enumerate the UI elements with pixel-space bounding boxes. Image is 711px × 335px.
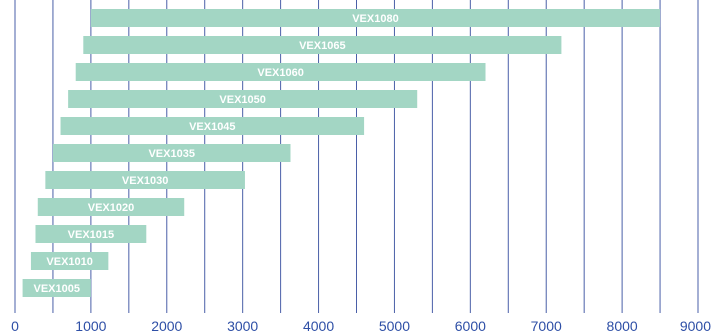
bar-rect — [45, 171, 245, 189]
bar-vex1005: VEX1005 — [22, 279, 91, 297]
x-tick-label: 6000 — [455, 318, 486, 334]
bar-rect — [37, 198, 185, 216]
bar-label: VEX1050 — [219, 94, 265, 106]
bar-label: VEX1030 — [122, 175, 168, 187]
bars: VEX1080 VEX1065 VEX1060 VEX1050 VEX1045 VEX10… — [22, 9, 661, 297]
bar-label: VEX1045 — [189, 121, 235, 133]
x-tick-label: 5000 — [379, 318, 410, 334]
bar-vex1060: VEX1060 — [75, 63, 486, 81]
bar-label: VEX1005 — [33, 283, 79, 295]
x-tick-label: 9000 — [680, 318, 711, 334]
bar-vex1035: VEX1035 — [52, 144, 291, 162]
bar-rect — [83, 36, 562, 54]
x-tick-label: 0 — [11, 318, 19, 334]
bar-label: VEX1080 — [352, 13, 398, 25]
bar-vex1065: VEX1065 — [83, 36, 562, 54]
bar-label: VEX1060 — [257, 67, 303, 79]
x-tick-label: 2000 — [151, 318, 182, 334]
bar-rect — [30, 252, 109, 270]
x-tick-label: 3000 — [227, 318, 258, 334]
bar-vex1030: VEX1030 — [45, 171, 245, 189]
bar-vex1080: VEX1080 — [90, 9, 661, 27]
bar-rect — [35, 225, 147, 243]
bar-rect — [22, 279, 91, 297]
bar-label: VEX1010 — [46, 256, 92, 268]
bar-label: VEX1020 — [88, 202, 134, 214]
bar-vex1010: VEX1010 — [30, 252, 109, 270]
x-tick-label: 7000 — [531, 318, 562, 334]
x-tick-label: 1000 — [75, 318, 106, 334]
bar-rect — [90, 9, 661, 27]
bar-rect — [52, 144, 291, 162]
x-tick-label: 8000 — [607, 318, 638, 334]
bar-vex1045: VEX1045 — [60, 117, 365, 135]
x-tick-label: 4000 — [303, 318, 334, 334]
x-axis-tick-labels: 0 1000 2000 3000 4000 5000 6000 7000 8000 9000 — [11, 318, 711, 334]
bar-vex1015: VEX1015 — [35, 225, 147, 243]
bar-label: VEX1015 — [68, 229, 114, 241]
bar-vex1020: VEX1020 — [37, 198, 185, 216]
bar-rect — [60, 117, 365, 135]
bar-label: VEX1035 — [148, 148, 194, 160]
bar-vex1050: VEX1050 — [68, 90, 418, 108]
bar-rect — [68, 90, 418, 108]
bar-rect — [75, 63, 486, 81]
bar-label: VEX1065 — [299, 40, 345, 52]
